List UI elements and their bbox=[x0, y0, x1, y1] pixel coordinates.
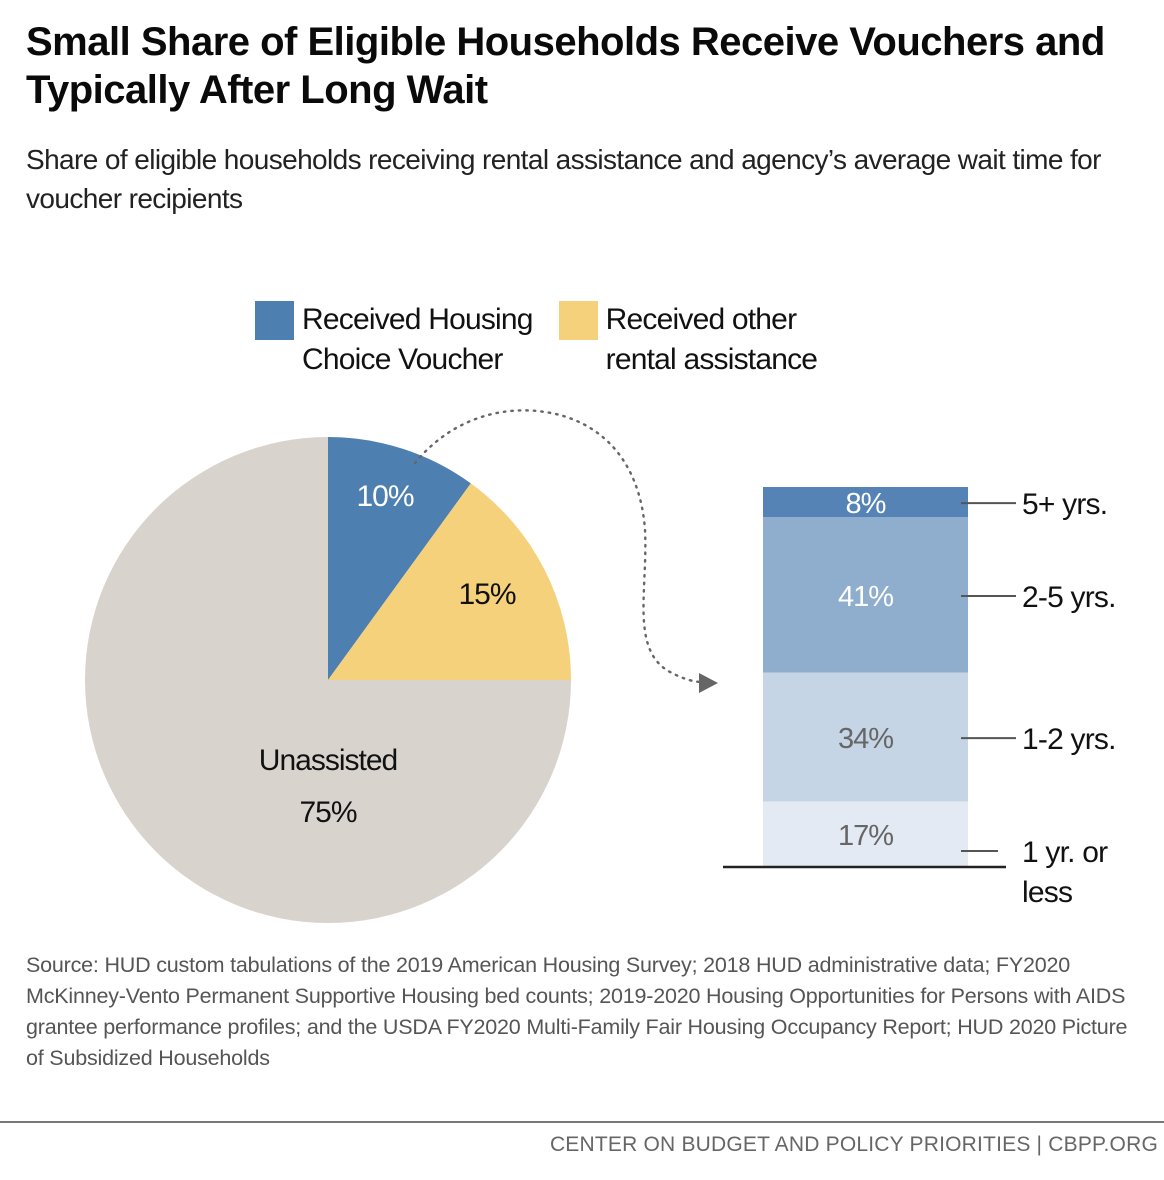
pie-slice-unassisted bbox=[85, 437, 571, 923]
chart-title: Small Share of Eligible Households Recei… bbox=[26, 20, 1105, 112]
pie-chart: 10% 15% Unassisted 75% bbox=[85, 437, 571, 923]
source-note: Source: HUD custom tabulations of the 20… bbox=[26, 953, 1128, 1070]
bar-value-label: 17% bbox=[838, 820, 893, 852]
bar-segment-1-yr-or-less bbox=[763, 801, 968, 866]
bar-segment-1-2-yrs bbox=[763, 672, 968, 802]
category-label-2-5-yrs: 2-5 yrs. bbox=[1022, 581, 1116, 614]
stacked-bar-chart: 8% 41% 34% 17% 5+ yrs. 2-5 yrs. 1-2 yrs. 1 yr. … bbox=[723, 487, 1116, 909]
bar-value-label: 41% bbox=[838, 581, 893, 613]
footer-divider bbox=[0, 1121, 1164, 1123]
pie-label-unassisted: Unassisted 75% bbox=[259, 744, 397, 829]
pie-label-received-housing-choice-voucher: 10% bbox=[356, 480, 413, 513]
pie-slice-received-housing-choice-voucher bbox=[328, 437, 471, 680]
legend-item-voucher: Received Housing Choice Voucher bbox=[255, 300, 533, 380]
bar-value-label: 8% bbox=[846, 488, 886, 520]
bar-segment-2-5-yrs bbox=[763, 517, 968, 673]
pie-label-received-other-rental-assistance: 15% bbox=[458, 578, 515, 611]
bar-segment-5-yrs bbox=[763, 487, 968, 518]
category-label-1-yr-or-less: 1 yr. or less bbox=[1022, 836, 1108, 909]
legend-swatch-voucher bbox=[255, 301, 294, 340]
category-label-1-2-yrs: 1-2 yrs. bbox=[1022, 723, 1116, 756]
legend: Received Housing Choice Voucher Received… bbox=[255, 300, 818, 380]
pie-slice-received-other-rental-assistance bbox=[328, 483, 571, 680]
category-label-5-yrs: 5+ yrs. bbox=[1022, 488, 1107, 521]
arrowhead-icon bbox=[699, 673, 718, 693]
footer-credit: CENTER ON BUDGET AND POLICY PRIORITIES |… bbox=[549, 1133, 1158, 1156]
chart-subtitle: Share of eligible households receiving r… bbox=[26, 144, 1101, 214]
bar-value-label: 34% bbox=[838, 723, 893, 755]
connector-arrow bbox=[413, 409, 718, 693]
legend-label-other-assistance: Received other rental assistance bbox=[605, 303, 818, 376]
connector-dotted-line bbox=[413, 409, 705, 684]
legend-label-voucher: Received Housing Choice Voucher bbox=[302, 303, 533, 376]
legend-swatch-other-assistance bbox=[558, 301, 598, 340]
legend-item-other-assistance: Received other rental assistance bbox=[558, 300, 818, 380]
